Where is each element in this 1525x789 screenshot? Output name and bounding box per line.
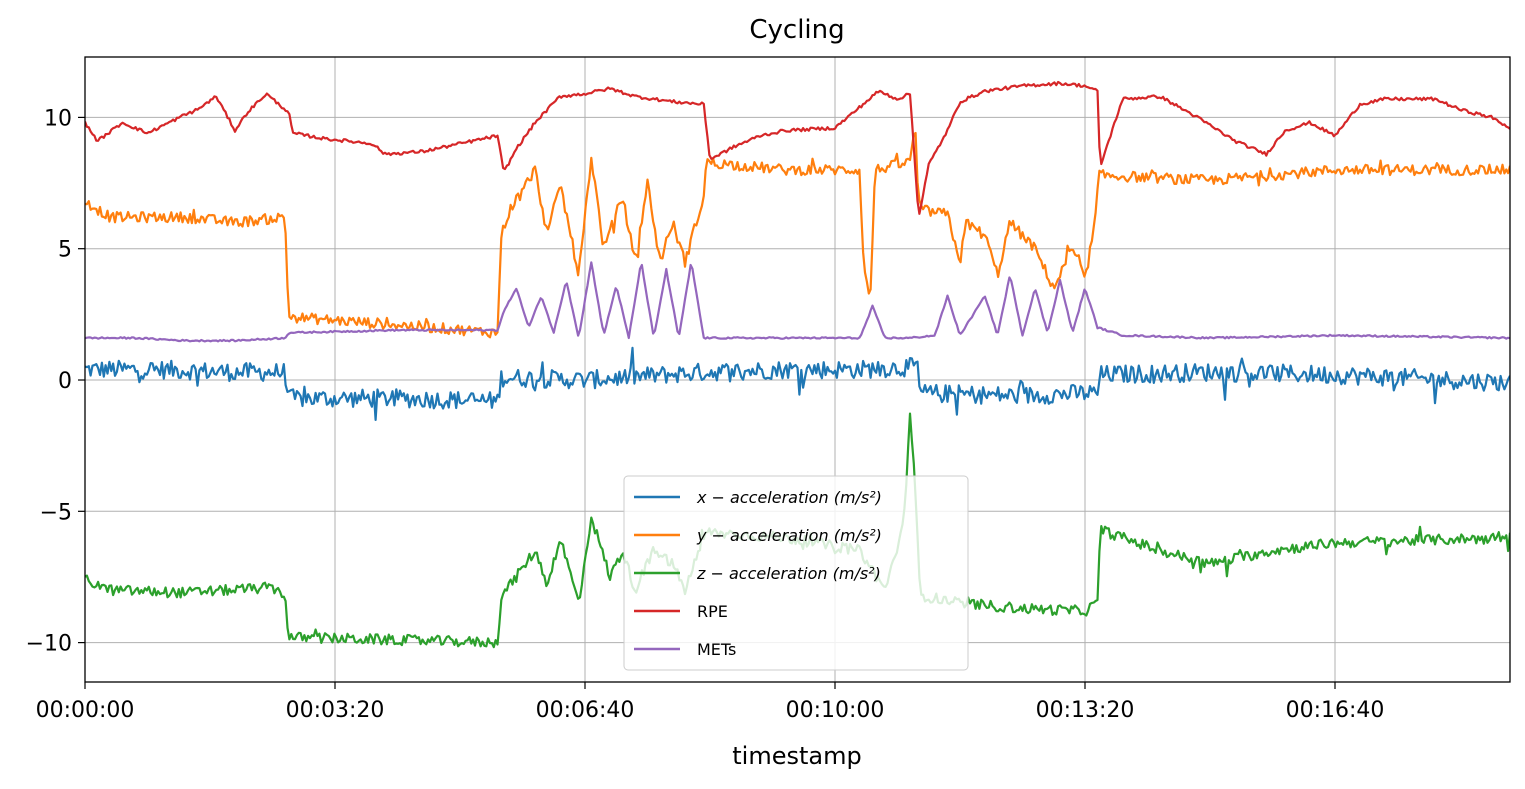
y-axis: 10 5 0 −5 −10: [26, 106, 85, 657]
series-line-2: [85, 131, 1510, 339]
x-axis-label: timestamp: [732, 742, 861, 770]
legend-label: METs: [697, 640, 736, 659]
x-axis: 00:00:00 00:03:20 00:06:40 00:10:00 00:13:20…: [36, 682, 1385, 723]
series-line-1: [85, 346, 1510, 421]
x-tick-label: 00:06:40: [536, 698, 635, 723]
legend: x − acceleration (m/s²) y − acceleration …: [623, 475, 969, 671]
x-tick-label: 00:03:20: [286, 698, 385, 723]
x-tick-label: 00:10:00: [786, 698, 885, 723]
legend-label: RPE: [697, 602, 728, 621]
y-tick-label: 0: [58, 369, 72, 394]
legend-box: [623, 475, 969, 671]
y-tick-label: 10: [44, 106, 72, 131]
plot-frame: [84, 56, 1511, 683]
legend-label: y − acceleration (m/s²): [696, 526, 882, 545]
y-tick-label: −10: [26, 632, 72, 657]
y-tick-label: −5: [40, 500, 72, 525]
series-line-5: [85, 261, 1510, 343]
x-tick-label: 00:00:00: [36, 698, 135, 723]
legend-label: x − acceleration (m/s²): [696, 488, 882, 507]
y-tick-label: 5: [58, 238, 72, 263]
legend-label: z − acceleration (m/s²): [696, 564, 881, 583]
chart-title: Cycling: [749, 15, 844, 45]
x-tick-label: 00:16:40: [1286, 698, 1385, 723]
series-line-4: [85, 80, 1510, 215]
x-tick-label: 00:13:20: [1036, 698, 1135, 723]
